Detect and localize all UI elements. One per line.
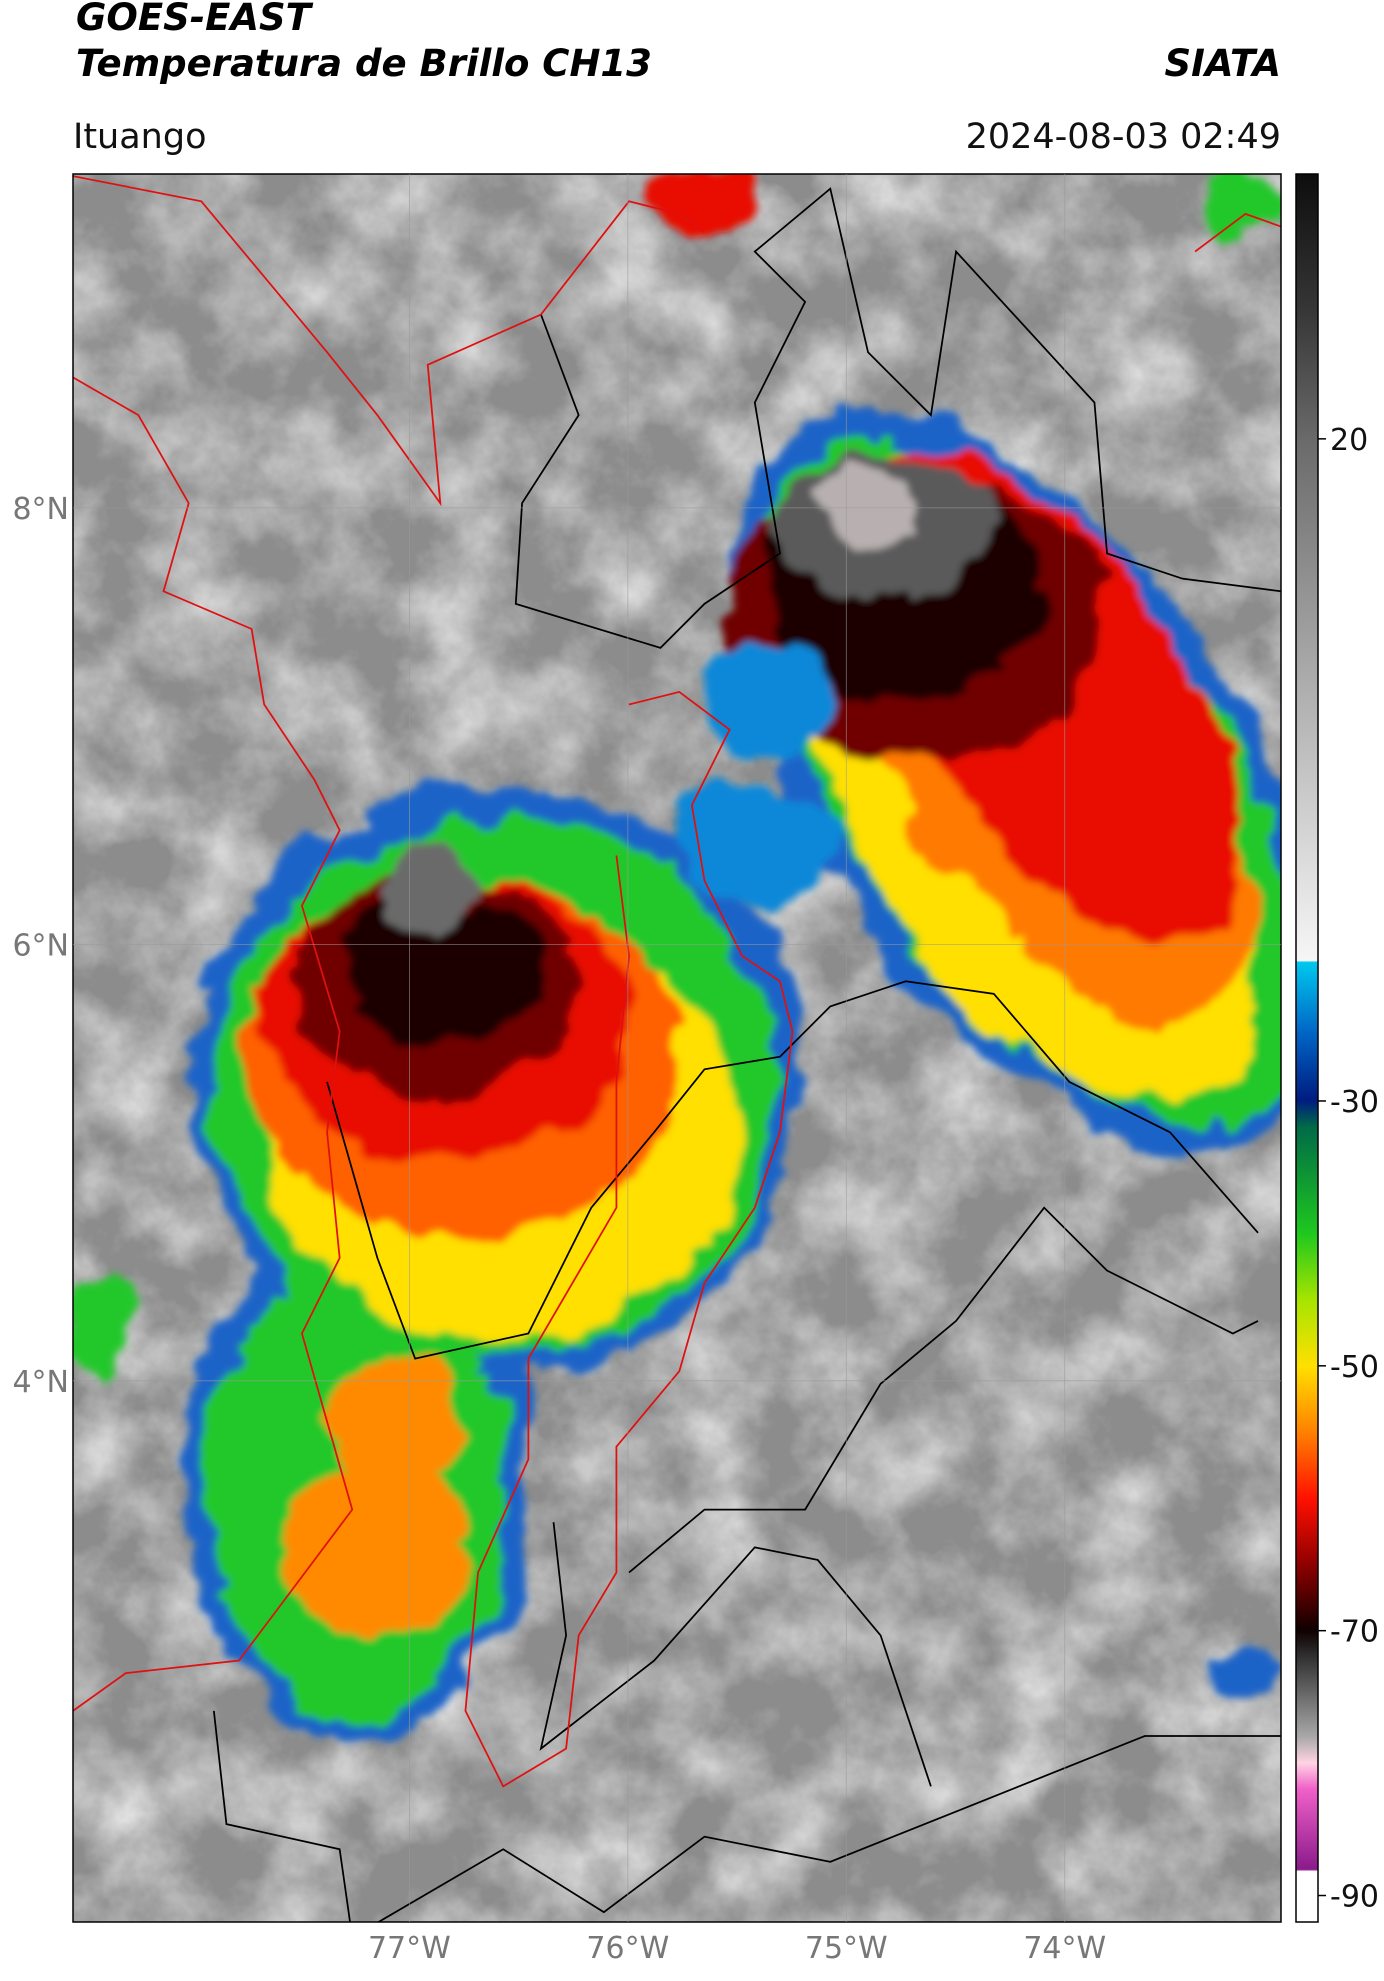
datetime: 2024-08-03 02:49 xyxy=(966,117,1281,157)
colorbar xyxy=(1295,173,1319,1923)
colorbar-tick-label: 20 xyxy=(1330,423,1368,458)
y-tick-label: 4°N xyxy=(12,1365,69,1400)
map-frame xyxy=(72,173,1282,1923)
colorbar-tick-label: -50 xyxy=(1330,1350,1379,1385)
source: SIATA xyxy=(1164,42,1281,85)
y-tick-label: 8°N xyxy=(12,492,69,527)
colorbar-ticks: 20 -30 -50 -70 -90 xyxy=(1318,423,1379,1915)
y-tick-label: 6°N xyxy=(12,928,69,963)
location: Ituango xyxy=(73,117,207,157)
colorbar-tick-label: -30 xyxy=(1330,1085,1379,1120)
colorbar-tick-label: -70 xyxy=(1330,1615,1379,1650)
map-ticks: 77°W 76°W 75°W 74°W 8°N 6°N 4°N xyxy=(12,174,1281,1966)
satellite-image xyxy=(73,174,1281,1922)
x-tick-label: 74°W xyxy=(1023,1931,1106,1966)
x-tick-label: 75°W xyxy=(805,1931,888,1966)
title: GOES-EAST xyxy=(76,0,314,39)
colorbar-tick-label: -90 xyxy=(1330,1880,1379,1915)
x-tick-label: 76°W xyxy=(586,1931,669,1966)
x-tick-label: 77°W xyxy=(368,1931,451,1966)
subtitle: Temperatura de Brillo CH13 xyxy=(76,42,652,85)
